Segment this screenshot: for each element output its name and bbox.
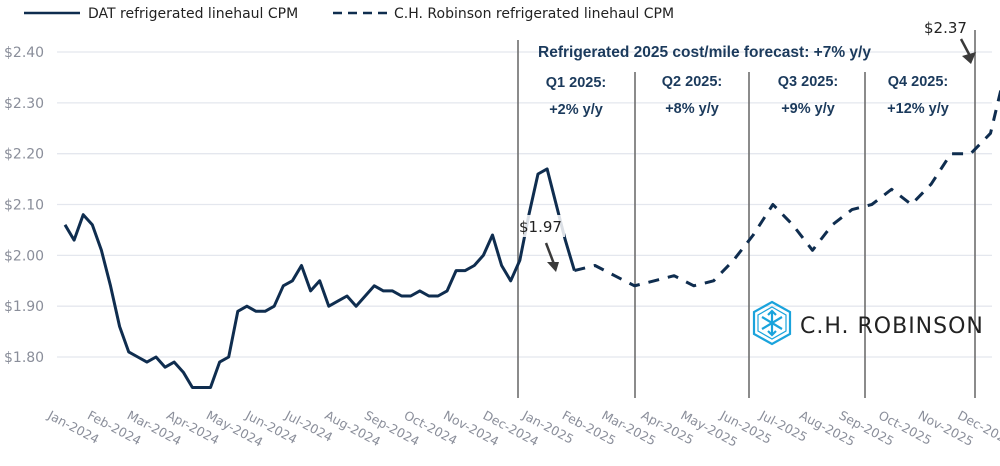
x-axis-ticks: Jan-2024Feb-2024Mar-2024Apr-2024May-2024… (45, 407, 1000, 450)
q2-label: Q2 2025: (662, 74, 722, 90)
callout-start-arrow (544, 242, 556, 265)
q3-label: Q3 2025: (778, 74, 838, 90)
series-lines (63, 87, 1000, 389)
legend: DAT refrigerated linehaul CPM C.H. Robin… (24, 6, 674, 22)
y-axis-ticks: $1.80 $1.90 $2.00 $2.10 $2.20 $2.30 $2.40 (4, 45, 44, 366)
callout-end-label: $2.37 (924, 19, 967, 37)
q4-label: Q4 2025: (888, 74, 948, 90)
callouts: $1.97 $2.37 (519, 19, 976, 272)
ch-robinson-logo: C.H. ROBINSON (752, 300, 984, 346)
y-tick-label: $2.40 (4, 45, 44, 61)
y-tick-label: $1.80 (4, 350, 44, 366)
callout-start-label: $1.97 (519, 218, 562, 236)
callout-end-arrow (959, 38, 972, 57)
gridlines (57, 51, 992, 358)
legend-dashed-label: C.H. Robinson refrigerated linehaul CPM (394, 6, 674, 22)
q1-label: Q1 2025: (546, 75, 606, 91)
quarter-dividers (517, 30, 976, 398)
q3-change: +9% y/y (781, 101, 835, 117)
dat-series-line (63, 167, 576, 389)
y-tick-label: $2.10 (4, 198, 44, 214)
q4-change: +12% y/y (887, 101, 949, 117)
forecast-title: Refrigerated 2025 cost/mile forecast: +7… (538, 44, 871, 61)
logo-text: C.H. ROBINSON (800, 314, 984, 339)
callout-end-arrowhead (962, 52, 976, 64)
q2-change: +8% y/y (665, 101, 719, 117)
callout-start-arrowhead (547, 262, 559, 272)
forecast-annotations: Refrigerated 2025 cost/mile forecast: +7… (538, 44, 949, 118)
y-tick-label: $2.30 (4, 96, 44, 112)
legend-solid-label: DAT refrigerated linehaul CPM (88, 6, 298, 22)
hexagon-cube-icon (752, 300, 792, 346)
q1-change: +2% y/y (549, 102, 603, 118)
y-tick-label: $2.00 (4, 248, 44, 264)
y-tick-label: $2.20 (4, 147, 44, 163)
y-tick-label: $1.90 (4, 299, 44, 315)
